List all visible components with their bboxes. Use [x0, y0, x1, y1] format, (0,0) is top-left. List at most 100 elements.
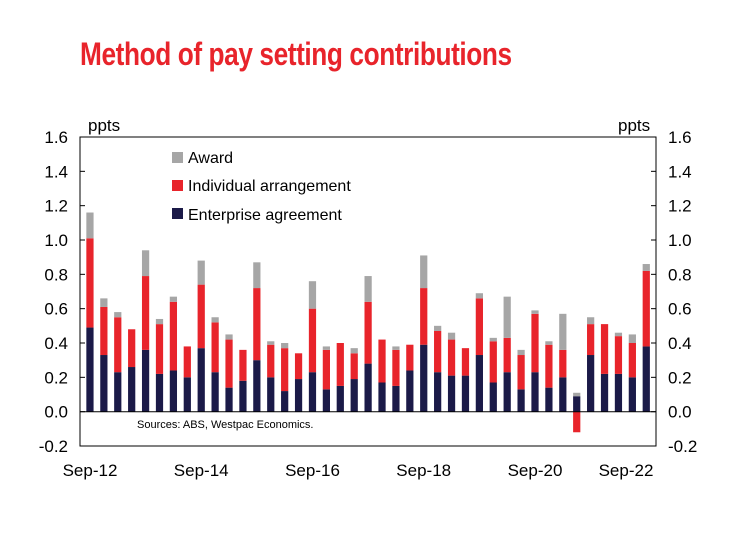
x-tick-label: Sep-16 — [285, 461, 340, 480]
bar-enterprise-agreement-1 — [100, 355, 108, 412]
bar-award-32 — [531, 310, 539, 314]
bar-award-4 — [141, 250, 150, 277]
bar-award-40 — [642, 264, 650, 271]
bar-enterprise-agreement-17 — [322, 389, 330, 412]
bar-award-20 — [364, 276, 372, 302]
y-tick-label-left: -0.2 — [39, 437, 68, 456]
y-tick-label-right: 1.2 — [668, 197, 692, 216]
bar-individual-arrangement-30 — [503, 337, 511, 373]
bar-award-13 — [267, 341, 275, 345]
bar-enterprise-agreement-8 — [197, 348, 205, 412]
bar-individual-arrangement-16 — [308, 308, 317, 373]
bar-award-10 — [225, 334, 233, 340]
bar-individual-arrangement-22 — [392, 349, 400, 386]
y-tick-label-left: 1.2 — [44, 197, 68, 216]
bar-award-31 — [517, 349, 525, 356]
bar-individual-arrangement-31 — [517, 355, 525, 390]
legend-swatch-individual-arrangement — [172, 180, 183, 191]
y-tick-label-left: 0.2 — [44, 368, 68, 387]
bar-award-38 — [614, 332, 623, 337]
bar-enterprise-agreement-37 — [600, 373, 609, 412]
bar-individual-arrangement-11 — [239, 349, 247, 381]
bar-enterprise-agreement-29 — [489, 382, 497, 412]
x-tick-label: Sep-14 — [174, 461, 229, 480]
bar-enterprise-agreement-9 — [211, 372, 219, 412]
plot-frame — [79, 136, 657, 447]
y-tick-label-right: 0.2 — [668, 368, 692, 387]
bar-enterprise-agreement-13 — [267, 377, 275, 412]
bar-enterprise-agreement-40 — [642, 346, 650, 412]
bar-individual-arrangement-5 — [155, 324, 164, 374]
bar-award-29 — [489, 337, 497, 342]
bar-enterprise-agreement-27 — [461, 375, 470, 412]
bar-award-25 — [434, 325, 442, 331]
legend-label-individual-arrangement: Individual arrangement — [188, 178, 351, 195]
y-tick-label-right: 0.4 — [668, 334, 692, 353]
bar-award-30 — [503, 296, 511, 338]
bar-individual-arrangement-37 — [600, 324, 609, 374]
bar-award-17 — [322, 346, 330, 350]
bar-individual-arrangement-17 — [322, 349, 330, 390]
bar-enterprise-agreement-23 — [406, 370, 414, 412]
y-tick-label-right: 1.6 — [668, 128, 692, 147]
bar-individual-arrangement-25 — [434, 330, 442, 373]
bar-individual-arrangement-38 — [614, 336, 623, 374]
legend: Award Individual arrangement Enterprise … — [172, 150, 351, 224]
bar-individual-arrangement-21 — [378, 339, 386, 383]
bar-individual-arrangement-3 — [128, 329, 136, 368]
bar-individual-arrangement-23 — [406, 344, 414, 371]
bar-enterprise-agreement-32 — [531, 372, 539, 412]
bar-enterprise-agreement-18 — [336, 385, 344, 412]
legend-swatch-enterprise-agreement — [172, 208, 183, 219]
bar-individual-arrangement-26 — [447, 339, 456, 376]
bar-award-16 — [308, 281, 317, 309]
bar-enterprise-agreement-11 — [239, 380, 247, 412]
bar-individual-arrangement-24 — [420, 288, 428, 345]
y-tick-label-left: 1.4 — [44, 162, 68, 181]
bar-individual-arrangement-28 — [475, 298, 483, 356]
bar-award-22 — [392, 346, 400, 350]
bars-group — [86, 212, 650, 433]
bar-individual-arrangement-19 — [350, 353, 358, 380]
bar-award-33 — [545, 341, 553, 345]
y-unit-left: ppts — [88, 116, 120, 135]
bar-award-35 — [573, 392, 581, 397]
source-note: Sources: ABS, Westpac Economics. — [137, 419, 313, 431]
bar-enterprise-agreement-12 — [253, 360, 261, 412]
bar-award-6 — [169, 296, 178, 302]
bar-enterprise-agreement-15 — [294, 379, 303, 412]
y-tick-label-right: 0.0 — [668, 403, 692, 422]
bar-award-12 — [253, 262, 261, 289]
bar-individual-arrangement-29 — [489, 341, 497, 383]
bar-award-36 — [587, 317, 595, 325]
bar-award-24 — [420, 255, 428, 289]
bar-award-5 — [155, 318, 164, 325]
bar-award-14 — [281, 343, 289, 349]
y-tick-label-right: 1.0 — [668, 231, 692, 250]
chart-title: Method of pay setting contributions — [80, 36, 512, 72]
bar-enterprise-agreement-24 — [420, 344, 428, 412]
bar-enterprise-agreement-38 — [614, 373, 623, 412]
bar-award-19 — [350, 348, 358, 354]
bar-enterprise-agreement-3 — [128, 367, 136, 412]
bar-award-39 — [628, 334, 636, 343]
bar-enterprise-agreement-5 — [155, 373, 164, 412]
legend-swatch-award — [172, 152, 183, 163]
legend-label-enterprise-agreement: Enterprise agreement — [188, 207, 342, 224]
y-tick-label-left: 0.0 — [44, 403, 68, 422]
bar-enterprise-agreement-21 — [378, 382, 386, 412]
bar-individual-arrangement-34 — [559, 349, 567, 378]
bar-individual-arrangement-20 — [364, 301, 372, 364]
bar-enterprise-agreement-25 — [434, 372, 442, 412]
y-tick-label-left: 0.6 — [44, 300, 68, 319]
bar-enterprise-agreement-7 — [183, 377, 191, 412]
bar-enterprise-agreement-10 — [225, 387, 233, 412]
bar-individual-arrangement-9 — [211, 322, 219, 373]
bar-award-0 — [86, 212, 94, 239]
bar-enterprise-agreement-34 — [559, 377, 567, 412]
bar-enterprise-agreement-14 — [281, 391, 289, 412]
bar-enterprise-agreement-36 — [587, 355, 595, 412]
bar-enterprise-agreement-4 — [141, 349, 150, 412]
y-tick-label-left: 1.0 — [44, 231, 68, 250]
